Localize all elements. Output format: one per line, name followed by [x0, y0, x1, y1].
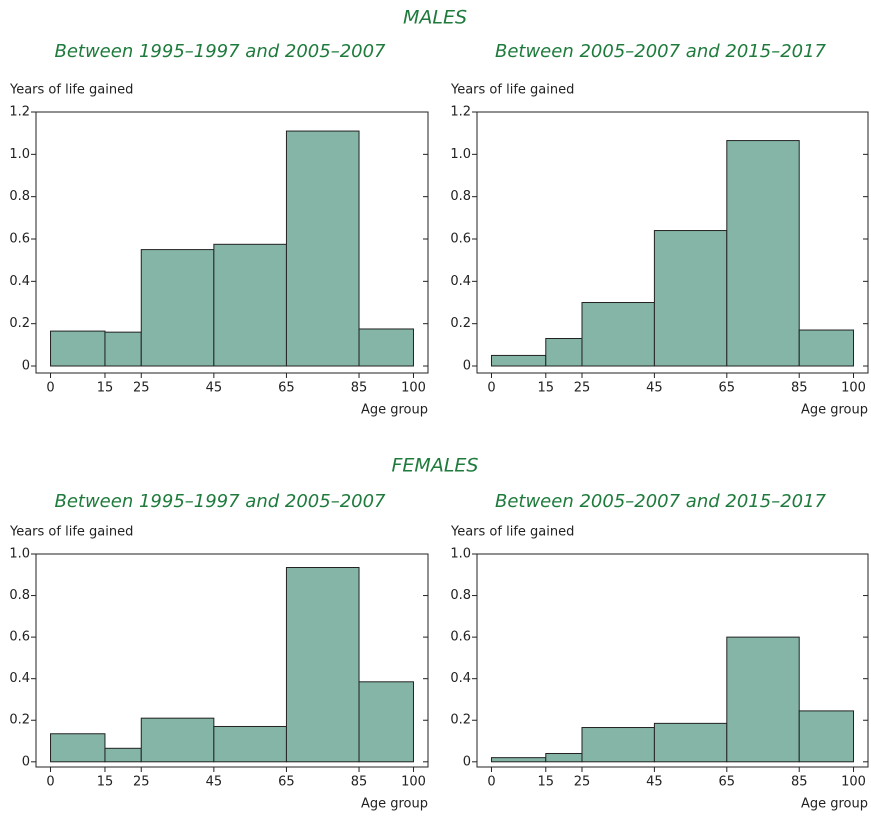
x-tick-label: 85: [351, 381, 368, 396]
chart-subtitle: Between 1995–1997 and 2005–2007: [54, 491, 386, 512]
x-tick-label: 25: [574, 775, 591, 790]
x-tick-label: 25: [133, 381, 150, 396]
x-tick-label: 85: [351, 775, 368, 790]
histogram-bar: [358, 681, 414, 763]
x-tick-label: 65: [719, 775, 736, 790]
histogram-bar: [490, 757, 547, 763]
histogram-bar: [285, 567, 360, 763]
histogram-bar: [285, 130, 360, 367]
x-tick-label: 0: [46, 775, 54, 790]
histogram-bar: [653, 230, 728, 367]
x-axis-label: Age group: [361, 403, 428, 418]
x-axis-label: Age group: [801, 797, 868, 812]
y-tick-label: 0: [22, 754, 30, 769]
y-tick-label: 0.4: [450, 274, 471, 289]
x-tick-label: 25: [574, 381, 591, 396]
plot-frame: [35, 111, 429, 374]
histogram-bar: [213, 243, 287, 367]
y-tick-label: 1.0: [450, 547, 471, 562]
histogram-bar: [545, 337, 583, 367]
y-tick-label: 0: [463, 359, 471, 374]
y-tick-label: 0.8: [9, 588, 30, 603]
histogram-bar: [726, 636, 800, 763]
histogram-bar: [140, 249, 215, 367]
histogram-bar: [140, 717, 215, 763]
x-tick-label: 45: [206, 775, 223, 790]
histogram-bar: [581, 302, 655, 367]
y-tick-label: 0.6: [450, 630, 471, 645]
x-tick-label: 25: [133, 775, 150, 790]
x-tick-label: 15: [97, 775, 114, 790]
y-tick-label: 0.2: [450, 316, 471, 331]
chart-subtitle: Between 1995–1997 and 2005–2007: [54, 41, 386, 62]
x-tick-label: 45: [206, 381, 223, 396]
x-axis-label: Age group: [361, 797, 428, 812]
histogram-bar: [653, 722, 728, 763]
x-tick-label: 100: [401, 381, 426, 396]
histogram-bar: [50, 330, 106, 367]
y-tick-label: 0.8: [9, 189, 30, 204]
x-tick-label: 0: [487, 775, 495, 790]
x-tick-label: 15: [538, 775, 555, 790]
chart-subtitle: Between 2005–2007 and 2015–2017: [495, 41, 827, 62]
y-tick-label: 0.4: [450, 671, 471, 686]
histogram-bar: [50, 733, 106, 763]
histogram-bar: [798, 329, 855, 367]
x-tick-label: 100: [841, 381, 866, 396]
y-tick-label: 0.8: [450, 588, 471, 603]
chart-subtitle: Between 2005–2007 and 2015–2017: [495, 491, 827, 512]
x-tick-label: 45: [646, 381, 663, 396]
y-axis-label: Years of life gained: [9, 83, 133, 98]
plot-frame: [35, 553, 429, 768]
y-tick-label: 0: [463, 754, 471, 769]
y-tick-label: 0.8: [450, 189, 471, 204]
x-tick-label: 85: [791, 775, 808, 790]
section-heading: MALES: [403, 7, 467, 29]
x-tick-label: 85: [791, 381, 808, 396]
y-tick-label: 0.2: [450, 713, 471, 728]
y-tick-label: 0.4: [9, 671, 30, 686]
y-tick-label: 1.0: [9, 147, 30, 162]
x-tick-label: 100: [841, 775, 866, 790]
y-tick-label: 1.2: [9, 105, 30, 120]
y-tick-label: 0.4: [9, 274, 30, 289]
histogram-bar: [581, 727, 655, 763]
y-axis-label: Years of life gained: [450, 525, 574, 540]
y-tick-label: 1.0: [9, 547, 30, 562]
y-tick-label: 0.6: [450, 232, 471, 247]
y-axis-label: Years of life gained: [450, 83, 574, 98]
plot-frame: [476, 111, 869, 374]
histogram-bar: [726, 140, 800, 367]
y-tick-label: 0.6: [9, 232, 30, 247]
histogram-bar: [545, 752, 583, 763]
x-tick-label: 65: [278, 381, 295, 396]
x-tick-label: 0: [487, 381, 495, 396]
y-tick-label: 0.2: [9, 316, 30, 331]
y-tick-label: 0.6: [9, 630, 30, 645]
y-tick-label: 0: [22, 359, 30, 374]
x-tick-label: 65: [278, 775, 295, 790]
histogram-bar: [490, 354, 547, 367]
x-tick-label: 45: [646, 775, 663, 790]
histogram-bar: [358, 328, 414, 367]
x-tick-label: 65: [719, 381, 736, 396]
histogram-bar: [213, 725, 287, 763]
x-tick-label: 0: [46, 381, 54, 396]
y-axis-label: Years of life gained: [9, 525, 133, 540]
histogram-bar: [104, 747, 142, 763]
y-tick-label: 1.0: [450, 147, 471, 162]
x-axis-label: Age group: [801, 403, 868, 418]
x-tick-label: 15: [538, 381, 555, 396]
histogram-bar: [104, 331, 142, 367]
section-heading: FEMALES: [392, 455, 479, 477]
plot-frame: [476, 553, 869, 768]
histogram-bar: [798, 710, 855, 763]
x-tick-label: 15: [97, 381, 114, 396]
y-tick-label: 0.2: [9, 713, 30, 728]
x-tick-label: 100: [401, 775, 426, 790]
y-tick-label: 1.2: [450, 105, 471, 120]
